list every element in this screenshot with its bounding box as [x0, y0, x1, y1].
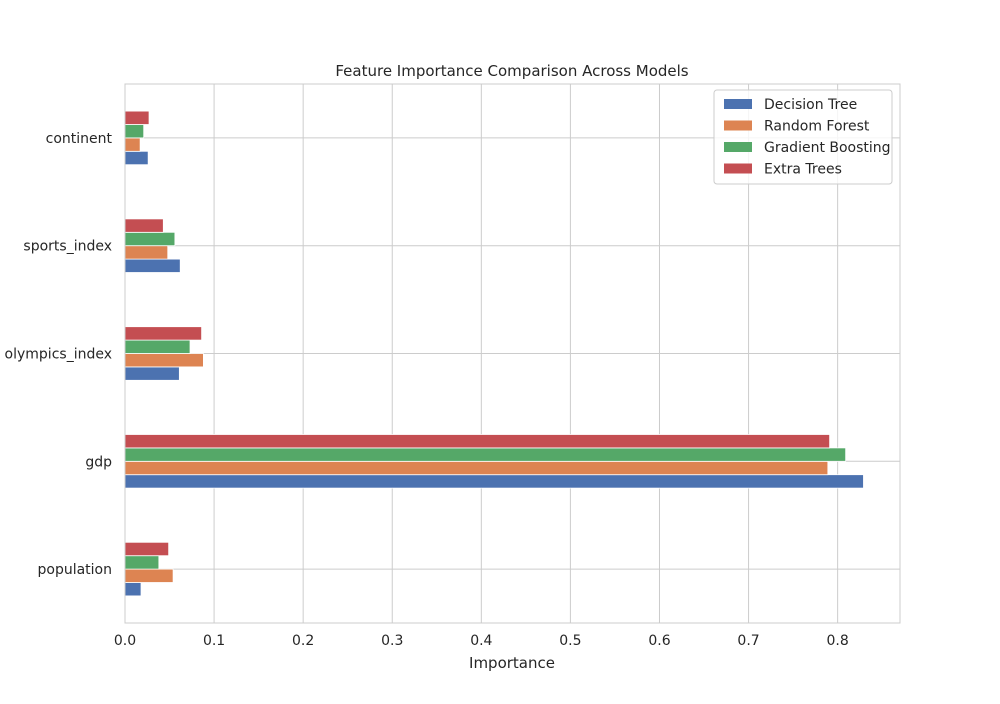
bar-extra-trees [124, 218, 164, 233]
bar-extra-trees [124, 434, 831, 449]
y-tick-label: sports_index [23, 239, 112, 255]
bar-decision-tree [124, 150, 149, 166]
x-tick-label: 0.0 [114, 633, 136, 649]
x-tick-label: 0.5 [559, 633, 581, 649]
bar-extra-trees [124, 541, 170, 557]
bar-decision-tree [124, 582, 142, 597]
legend-swatch [724, 99, 752, 109]
bar-extra-trees [124, 110, 150, 125]
plot-frame [124, 83, 901, 624]
chart-title: Feature Importance Comparison Across Mod… [335, 62, 688, 80]
legend-label: Random Forest [764, 119, 870, 135]
x-tick-label: 0.3 [381, 633, 403, 649]
bar-gradient-boosting [124, 231, 176, 247]
bar-random-forest [124, 353, 204, 368]
y-tick-label: continent [46, 131, 113, 147]
bar-random-forest [124, 137, 141, 152]
x-tick-label: 0.7 [737, 633, 759, 649]
legend-items: Decision Tree Random Forest Gradient Boost… [724, 97, 891, 178]
x-tick-label: 0.6 [648, 633, 670, 649]
bar-gradient-boosting [124, 124, 145, 139]
bar-gradient-boosting [124, 555, 160, 570]
legend-label: Gradient Boosting [764, 140, 891, 156]
legend-box [713, 89, 893, 185]
y-tick-label: olympics_index [5, 347, 112, 363]
bar-decision-tree [124, 474, 864, 489]
bar-decision-tree [124, 366, 180, 381]
legend-label: Extra Trees [764, 162, 842, 178]
ticks-layer: 0.0 0.1 0.2 0.3 0.4 0.5 0.6 0.7 0.8 population gdp… [5, 131, 849, 649]
x-tick-label: 0.8 [827, 633, 849, 649]
bar-random-forest [124, 568, 174, 583]
x-tick-label: 0.4 [470, 633, 492, 649]
legend-label: Decision Tree [764, 97, 857, 113]
legend-swatch [724, 142, 752, 152]
x-axis-label: Importance [469, 654, 555, 672]
x-tick-label: 0.2 [292, 633, 314, 649]
legend-swatch [724, 120, 752, 131]
y-tick-label: population [38, 562, 113, 578]
bar-gradient-boosting [124, 339, 191, 354]
bar-gradient-boosting [124, 447, 847, 462]
bar-decision-tree [124, 258, 181, 273]
bar-random-forest [124, 245, 169, 260]
x-tick-label: 0.1 [203, 633, 225, 649]
legend-swatch [724, 163, 752, 174]
bar-extra-trees [124, 326, 203, 341]
y-tick-label: gdp [85, 454, 112, 470]
bar-random-forest [124, 460, 829, 476]
legend: Decision Tree Random Forest Gradient Boost… [713, 89, 893, 185]
bars-layer [124, 110, 864, 597]
